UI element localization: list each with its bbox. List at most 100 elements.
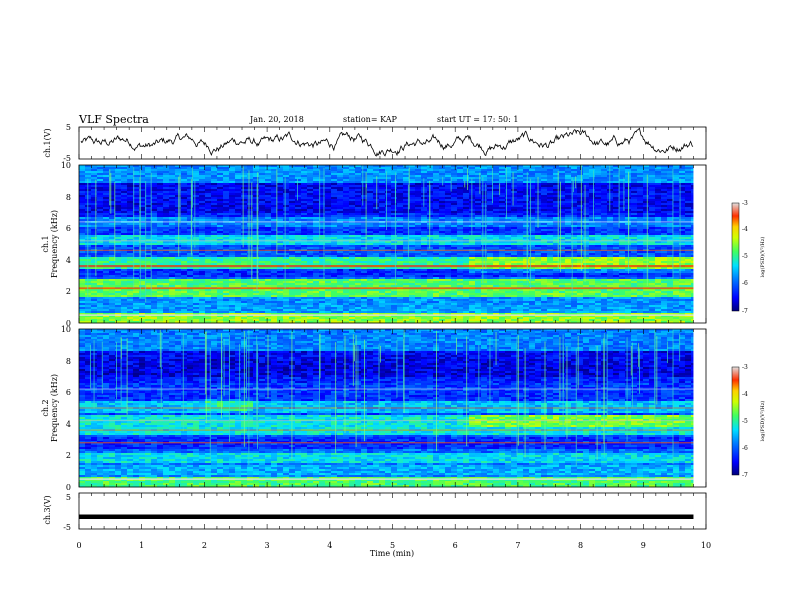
spectrogram-cell	[637, 245, 644, 248]
spectrogram-cell	[133, 255, 140, 258]
spectrogram-cell	[349, 173, 356, 176]
spectrogram-cell	[349, 237, 356, 240]
spectrogram-cell	[643, 215, 650, 218]
spectrogram-cell	[643, 175, 650, 178]
spectrogram-cell	[187, 187, 194, 190]
spectrogram-cell	[601, 183, 608, 186]
spectrogram-cell	[109, 251, 116, 254]
spectrogram-cell	[499, 165, 506, 168]
spectrogram-cell	[115, 197, 122, 200]
spectrogram-cell	[337, 171, 344, 174]
spectrogram-cell	[667, 199, 674, 202]
spectrogram-cell	[679, 183, 686, 186]
spectrogram-cell	[463, 257, 470, 260]
spectrogram-cell	[211, 251, 218, 254]
spectrogram-cell	[595, 203, 602, 206]
spectrogram-cell	[325, 205, 332, 208]
spectrogram-cell	[175, 237, 182, 240]
spectrogram-cell	[529, 185, 536, 188]
spectrogram-cell	[547, 199, 554, 202]
spectrogram-cell	[289, 183, 296, 186]
spectrogram-cell	[613, 233, 620, 236]
spectrogram-cell	[637, 175, 644, 178]
spectrogram-cell	[259, 217, 266, 220]
spectrogram-cell	[163, 209, 170, 212]
spectrogram-cell	[289, 213, 296, 216]
spectrogram-cell	[361, 189, 368, 192]
spectrogram-cell	[463, 167, 470, 170]
spectrogram-cell	[127, 165, 134, 168]
spectrogram-cell	[103, 243, 110, 246]
spectrogram-cell	[511, 203, 518, 206]
spectrogram-cell	[619, 183, 626, 186]
spectrogram-cell	[169, 167, 176, 170]
ch1-spectrogram-panel: 0 2 4 6 8 10 ch.1 Frequency (kHz) -3 -4 …	[41, 161, 766, 328]
spectrogram-cell	[547, 177, 554, 180]
spectrogram-cell	[91, 205, 98, 208]
spectrogram-cell	[121, 193, 128, 196]
spectrogram-cell	[463, 239, 470, 242]
spectrogram-cell	[511, 231, 518, 234]
spectrogram-cell	[91, 197, 98, 200]
spectrogram-cell	[271, 175, 278, 178]
spectrogram-cell	[133, 177, 140, 180]
spectrogram-cell	[595, 207, 602, 210]
spectrogram-cell	[91, 223, 98, 226]
spectrogram-cell	[151, 229, 158, 232]
spectrogram-cell	[511, 209, 518, 212]
spectrogram-cell	[127, 215, 134, 218]
spectrogram-cell	[157, 201, 164, 204]
spectrogram-cell	[79, 253, 86, 256]
spectrogram-cell	[205, 245, 212, 248]
spectrogram-cell	[589, 183, 596, 186]
spectrogram-cell	[79, 199, 86, 202]
spectrogram-cell	[487, 219, 494, 222]
spectrogram-cell	[547, 247, 554, 250]
spectrogram-cell	[397, 201, 404, 204]
spectrogram-cell	[649, 207, 656, 210]
spectrogram-cell	[247, 245, 254, 248]
spectrogram-cell	[271, 181, 278, 184]
spectrogram-cell	[145, 213, 152, 216]
spectrogram-cell	[241, 219, 248, 222]
spectrogram-cell	[265, 235, 272, 238]
spectrogram-cell	[409, 209, 416, 212]
spectrogram-cell	[565, 251, 572, 254]
spectrogram-cell	[547, 203, 554, 206]
spectrogram-cell	[685, 181, 692, 184]
spectrogram-cell	[583, 211, 590, 214]
spectrogram-cell	[133, 165, 140, 168]
spectrogram-cell	[223, 251, 230, 254]
spectrogram-cell	[349, 255, 356, 258]
spectrogram-cell	[601, 235, 608, 238]
spectrogram-cell	[493, 199, 500, 202]
spectrogram-cell	[331, 239, 338, 242]
spectrogram-cell	[577, 175, 584, 178]
spectrogram-cell	[223, 203, 230, 206]
spectrogram-cell	[367, 175, 374, 178]
spectrogram-cell	[661, 189, 668, 192]
spectrogram-cell	[595, 185, 602, 188]
spectrogram-cell	[571, 239, 578, 242]
spectrogram-cell	[391, 219, 398, 222]
spectrogram-cell	[553, 237, 560, 240]
spectrogram-cell	[331, 191, 338, 194]
spectrogram-cell	[487, 241, 494, 244]
spectrogram-cell	[97, 187, 104, 190]
spectrogram-cell	[499, 217, 506, 220]
spectrogram-cell	[271, 165, 278, 168]
spectrogram-cell	[211, 247, 218, 250]
spectrogram-cell	[463, 193, 470, 196]
spectrogram-cell	[601, 209, 608, 212]
spectrogram-cell	[199, 171, 206, 174]
spectrogram-cell	[379, 205, 386, 208]
spectrogram-cell	[331, 251, 338, 254]
spectrogram-cell	[361, 251, 368, 254]
spectrogram-cell	[97, 203, 104, 206]
spectrogram-cell	[559, 179, 566, 182]
spectrogram-cell	[163, 183, 170, 186]
spectrogram-cell	[619, 209, 626, 212]
spectrogram-cell	[199, 213, 206, 216]
spectrogram-cell	[469, 247, 476, 250]
spectrogram-cell	[643, 251, 650, 254]
